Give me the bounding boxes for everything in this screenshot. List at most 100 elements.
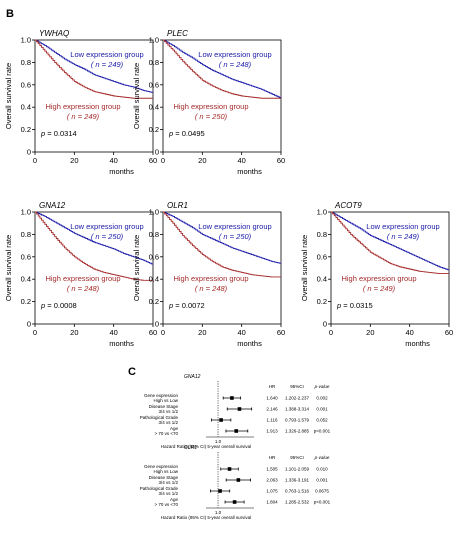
km-gna12-xtick-label: 0 [33, 328, 37, 337]
km-gna12-curve-high [35, 211, 153, 281]
km-olr1-xtick-label: 40 [237, 328, 245, 337]
km-acot9-high-n: ( n = 249) [363, 284, 396, 293]
panel-label-c: C [128, 366, 136, 378]
forest-gna12-row-sublabel: > 70 vs <70 [154, 431, 178, 436]
forest-olr1-col-ci: 95%CI [290, 455, 304, 460]
km-gna12-p-value: p = 0.0008 [40, 301, 77, 310]
forest-gna12-p-value: 0.002 [316, 396, 328, 401]
forest-olr1-hr-point [227, 467, 232, 471]
forest-olr1-xlabel: Hazard Ratio (95% CI) 5-year overall sur… [161, 515, 251, 520]
km-acot9-p-number: = 0.0315 [341, 301, 373, 310]
forest-gna12-ci-value: 1.202-2.237 [285, 396, 310, 401]
km-ywhaq-title: YWHAQ [39, 29, 69, 38]
km-acot9-frame [330, 211, 450, 325]
km-gna12-ylabel: Overall survival rate [4, 235, 13, 301]
km-plec-ytick-label: 0.2 [149, 125, 159, 134]
forest-gna12-hr-point [234, 429, 239, 433]
forest-olr1-hr-point [236, 478, 241, 482]
km-ywhaq-ytick-label: 0.6 [21, 80, 31, 89]
forest-olr1-hr-value: 2.063 [266, 478, 278, 483]
forest-olr1-row-sublabel: 3/4 vs 1/2 [158, 480, 178, 485]
km-ywhaq-high-n: ( n = 249) [67, 112, 100, 121]
km-ywhaq-ytick-label: 0.8 [21, 58, 31, 67]
forest-gna12-col-hr: HR [269, 384, 276, 389]
forest-olr1-ref-label: 1.0 [215, 510, 222, 515]
km-ywhaq-p-value: p = 0.0314 [40, 129, 77, 138]
km-olr1-p-value: p = 0.0072 [168, 301, 205, 310]
km-acot9-xlabel: months [405, 339, 430, 348]
km-gna12-xlabel: months [109, 339, 134, 348]
forest-olr1-ci-value: 1.336-3.191 [285, 478, 310, 483]
km-olr1-p-number: = 0.0072 [173, 301, 205, 310]
forest-olr1-row-label: Pathological Grade [140, 486, 179, 491]
km-olr1-xtick-label: 0 [161, 328, 165, 337]
km-plec-low-n: ( n = 248) [219, 60, 252, 69]
km-plec-xtick-label: 60 [277, 156, 285, 165]
km-gna12-ytick-label: 0.6 [21, 252, 31, 261]
km-acot9-xtick-label: 20 [366, 328, 374, 337]
km-gna12-p-number: = 0.0008 [45, 301, 77, 310]
km-ywhaq-curve-low [35, 39, 154, 93]
km-ywhaq-ytick-label: 0.2 [21, 125, 31, 134]
forest-olr1-p-value: p<0.001 [314, 500, 331, 505]
km-ywhaq-xtick-label: 0 [33, 156, 37, 165]
km-acot9-ytick-label: 0.6 [317, 252, 327, 261]
forest-gna12-row-sublabel: 3/4 vs 1/2 [158, 409, 178, 414]
forest-gna12-title: GNA12 [184, 374, 201, 380]
km-ywhaq-low-label: Low expression group [70, 50, 143, 59]
km-gna12-frame [34, 211, 154, 325]
km-ywhaq-high-label: High expression group [45, 102, 120, 111]
km-olr1-ytick-label: 0.2 [149, 297, 159, 306]
km-olr1-ytick-label: 0.6 [149, 252, 159, 261]
km-plec-xtick-label: 40 [237, 156, 245, 165]
km-plec-title: PLEC [167, 29, 188, 38]
km-plec-p-symbol: p [168, 129, 173, 138]
km-ywhaq-ytick-label: 0 [27, 148, 31, 157]
km-gna12-xtick-label: 40 [109, 328, 117, 337]
km-acot9-ytick-label: 0.8 [317, 230, 327, 239]
km-ywhaq-xtick-label: 60 [149, 156, 157, 165]
km-ywhaq-xtick-label: 20 [70, 156, 78, 165]
km-gna12-low-label: Low expression group [70, 222, 143, 231]
km-acot9-ytick-label: 0.4 [317, 275, 327, 284]
km-plec-low-label: Low expression group [198, 50, 271, 59]
km-olr1-title: OLR1 [167, 201, 188, 210]
forest-gna12-row-label: Disease Stage [149, 404, 179, 409]
km-olr1-ylabel: Overall survival rate [132, 235, 141, 301]
forest-olr1-row-label: Age [170, 497, 179, 502]
km-olr1-frame [162, 211, 282, 325]
forest-olr1-ci-value: 1.285-2.532 [285, 500, 310, 505]
km-acot9-xtick-label: 40 [405, 328, 413, 337]
forest-olr1-p-value: 0.001 [316, 478, 328, 483]
forest-gna12-row-sublabel: High vs Low [153, 398, 178, 403]
km-plec-frame [162, 39, 282, 153]
forest-olr1-hr-value: 1.075 [266, 489, 278, 494]
km-plec-high-label: High expression group [173, 102, 248, 111]
km-acot9-low-label: Low expression group [366, 222, 439, 231]
km-gna12-p-symbol: p [40, 301, 45, 310]
forest-olr1-row-label: Gene expression [144, 464, 179, 469]
forest-gna12-hr-point [230, 396, 234, 400]
forest-gna12-hr-value: 2.146 [266, 407, 278, 412]
km-olr1-high-n: ( n = 248) [195, 284, 228, 293]
forest-gna12-p-value: 0.001 [316, 407, 328, 412]
km-plec-ytick-label: 0.8 [149, 58, 159, 67]
km-chart-acot9: ACOT9 0 20 40 60 0 0.2 0.4 0.6 0.8 1.0 months Overal… [300, 201, 453, 348]
forest-olr1-ci-value: 1.101-2.059 [285, 467, 310, 472]
km-plec-ylabel: Overall survival rate [132, 63, 141, 129]
km-plec-xtick-label: 20 [198, 156, 206, 165]
km-ywhaq-ytick-label: 1.0 [21, 36, 31, 45]
km-acot9-ylabel: Overall survival rate [300, 235, 309, 301]
km-acot9-high-label: High expression group [341, 274, 416, 283]
forest-gna12-hr-point [219, 418, 223, 422]
forest-gna12-hr-value: 1.913 [266, 429, 278, 434]
forest-olr1-hr-value: 1.505 [266, 467, 278, 472]
km-plec-curve-high [163, 39, 281, 99]
km-plec-high-n: ( n = 250) [195, 112, 228, 121]
km-plec-xtick-label: 0 [161, 156, 165, 165]
